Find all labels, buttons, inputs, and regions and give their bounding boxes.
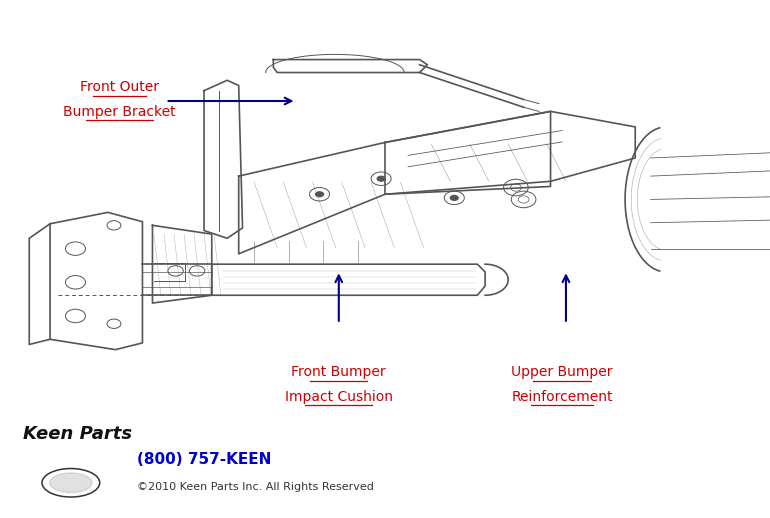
Text: Bumper Bracket: Bumper Bracket	[63, 105, 176, 119]
Text: (800) 757-KEEN: (800) 757-KEEN	[137, 452, 272, 467]
Text: Keen Parts: Keen Parts	[23, 425, 132, 443]
Text: Reinforcement: Reinforcement	[511, 390, 613, 404]
Text: Upper Bumper: Upper Bumper	[511, 365, 613, 379]
Circle shape	[315, 191, 324, 197]
Text: ©2010 Keen Parts Inc. All Rights Reserved: ©2010 Keen Parts Inc. All Rights Reserve…	[137, 482, 374, 492]
Text: Front Outer: Front Outer	[80, 80, 159, 94]
Text: Front Bumper: Front Bumper	[292, 365, 386, 379]
Circle shape	[377, 176, 386, 182]
Text: Impact Cushion: Impact Cushion	[285, 390, 393, 404]
Circle shape	[450, 195, 459, 201]
Ellipse shape	[49, 473, 92, 493]
